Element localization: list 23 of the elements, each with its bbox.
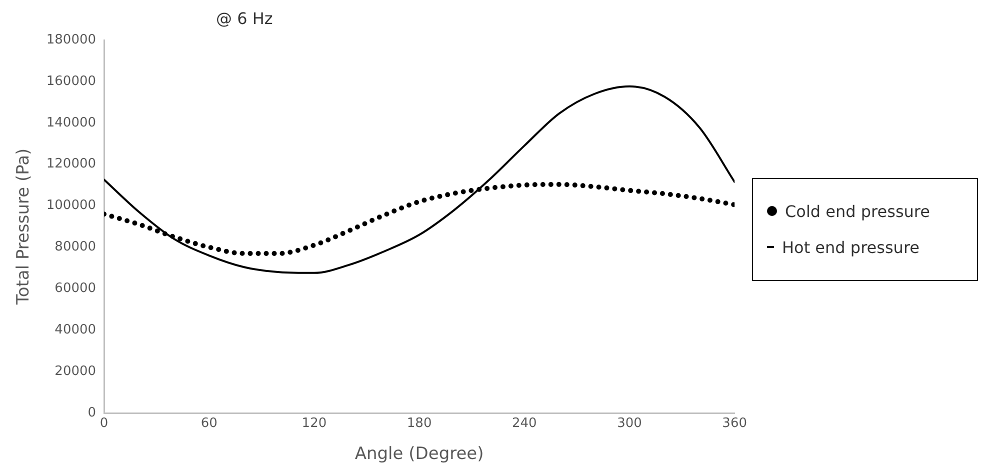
x-tick-label: 360 <box>722 416 748 432</box>
y-tick-label: 80000 <box>54 240 96 255</box>
y-tick-label: 160000 <box>46 74 96 89</box>
x-tick-label: 240 <box>512 416 537 432</box>
line-series <box>104 85 735 274</box>
x-tick-label: 180 <box>406 416 432 432</box>
y-tick-label: 180000 <box>46 32 96 48</box>
y-tick-label: 40000 <box>54 322 96 338</box>
y-tick-label: 20000 <box>54 364 96 379</box>
x-tick-label: 300 <box>617 416 642 432</box>
x-tick-label: 0 <box>100 416 108 432</box>
legend-label: Cold end pressure <box>785 202 930 220</box>
y-tick-label: 60000 <box>54 281 96 296</box>
y-tick-label: 140000 <box>46 115 96 130</box>
chart-title: @ 6 Hz <box>216 9 273 28</box>
y-tick-label: 100000 <box>46 198 96 214</box>
y-tick-label: 120000 <box>46 156 96 172</box>
x-axis-title: Angle (Degree) <box>354 444 484 464</box>
x-tick-label: 60 <box>200 416 218 432</box>
x-tick-label: 120 <box>302 416 327 432</box>
y-axis-title: Total Pressure (Pa) <box>14 148 34 306</box>
legend-label: Hot end pressure <box>782 238 920 256</box>
y-tick-label: 0 <box>88 405 96 420</box>
